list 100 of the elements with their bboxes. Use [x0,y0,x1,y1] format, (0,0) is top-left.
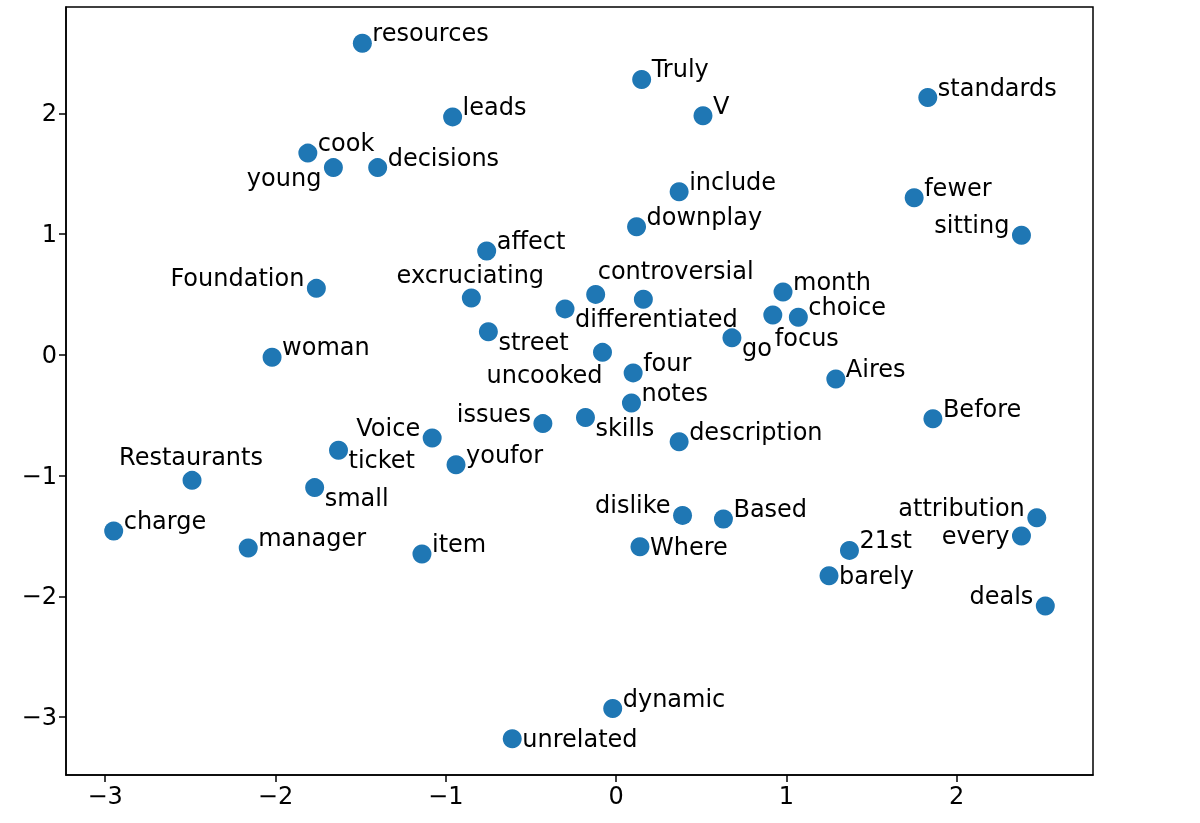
annotation: deals [969,581,1034,610]
annotation: Foundation [170,264,305,293]
point [1027,508,1047,528]
annotation: attribution [898,493,1025,522]
annotation: skills [595,413,655,442]
annotation: go [741,333,772,362]
annotation: resources [372,19,489,48]
point [586,284,606,304]
annotation: Restaurants [119,443,263,472]
point [1035,596,1055,616]
annotation: Before [942,394,1022,423]
annotation: Voice [356,414,421,443]
annotation: month [793,267,871,296]
annotation: excruciating [396,261,545,290]
point [555,299,575,319]
annotation: standards [937,73,1057,102]
point [502,729,522,749]
annotation: four [643,348,692,377]
point [669,432,689,452]
point [826,369,846,389]
annotation: dislike [594,491,671,520]
annotation: choice [808,293,887,322]
annotation: controversial [597,257,754,286]
annotation: every [941,521,1010,550]
annotation: charge [123,507,207,536]
point [627,217,647,237]
point [819,566,839,586]
annotation: item [431,530,487,559]
annotation: Where [649,532,728,561]
x-tick-label: −2 [257,782,294,810]
annotation: youfor [466,440,544,469]
point [461,288,481,308]
point [632,69,652,89]
point [603,699,623,719]
annotation: barely [839,561,914,590]
annotation: dynamic [622,684,726,713]
point [262,347,282,367]
point [182,470,202,490]
annotation: V [712,91,730,120]
annotation: manager [258,523,367,552]
annotation: include [689,167,777,196]
point [773,282,793,302]
annotation: Aires [845,354,906,383]
point [669,182,689,202]
point [352,33,372,53]
point [422,428,442,448]
y-tick-label: 2 [41,99,57,128]
annotation: woman [282,333,370,362]
annotation: cook [317,129,375,158]
point [575,408,595,428]
point [593,342,612,362]
point [1011,526,1031,546]
annotation: unrelated [522,724,638,753]
point [323,158,343,178]
point [104,521,124,541]
annotation: small [324,483,389,512]
x-tick-label: 0 [608,782,624,810]
point [329,440,348,460]
point [923,409,943,429]
annotation: sitting [934,211,1010,240]
y-tick-label: 0 [41,340,57,369]
x-tick-label: −1 [428,782,464,810]
annotation: Truly [650,55,709,84]
point [918,88,938,108]
annotation: street [498,327,569,356]
y-tick-label: −2 [21,582,57,611]
point [412,544,432,564]
point [477,241,497,261]
point [623,363,643,383]
point [621,393,641,413]
point [533,414,553,434]
annotation: decisions [387,143,500,172]
annotation: downplay [646,202,763,231]
y-tick-label: −1 [21,461,57,490]
point [904,188,924,208]
point [1011,225,1031,245]
annotation: fewer [924,173,992,202]
annotation: leads [462,92,527,121]
annotation: description [689,417,823,446]
point [693,106,713,126]
point [633,289,653,309]
point [443,107,463,127]
y-tick-label: −3 [21,703,57,732]
point [763,305,783,325]
y-tick-label: 1 [41,220,57,249]
annotation: notes [641,379,709,408]
point [478,322,498,342]
point [306,278,326,298]
annotation: 21st [859,526,912,555]
point [446,455,466,475]
x-tick-label: −3 [87,782,123,810]
annotation: affect [496,226,566,255]
point [722,328,742,348]
point [630,537,650,557]
annotation: focus [774,323,839,352]
point [673,505,693,525]
annotation: issues [456,399,531,428]
annotation: uncooked [486,361,603,390]
point [839,540,859,560]
point [238,538,258,558]
